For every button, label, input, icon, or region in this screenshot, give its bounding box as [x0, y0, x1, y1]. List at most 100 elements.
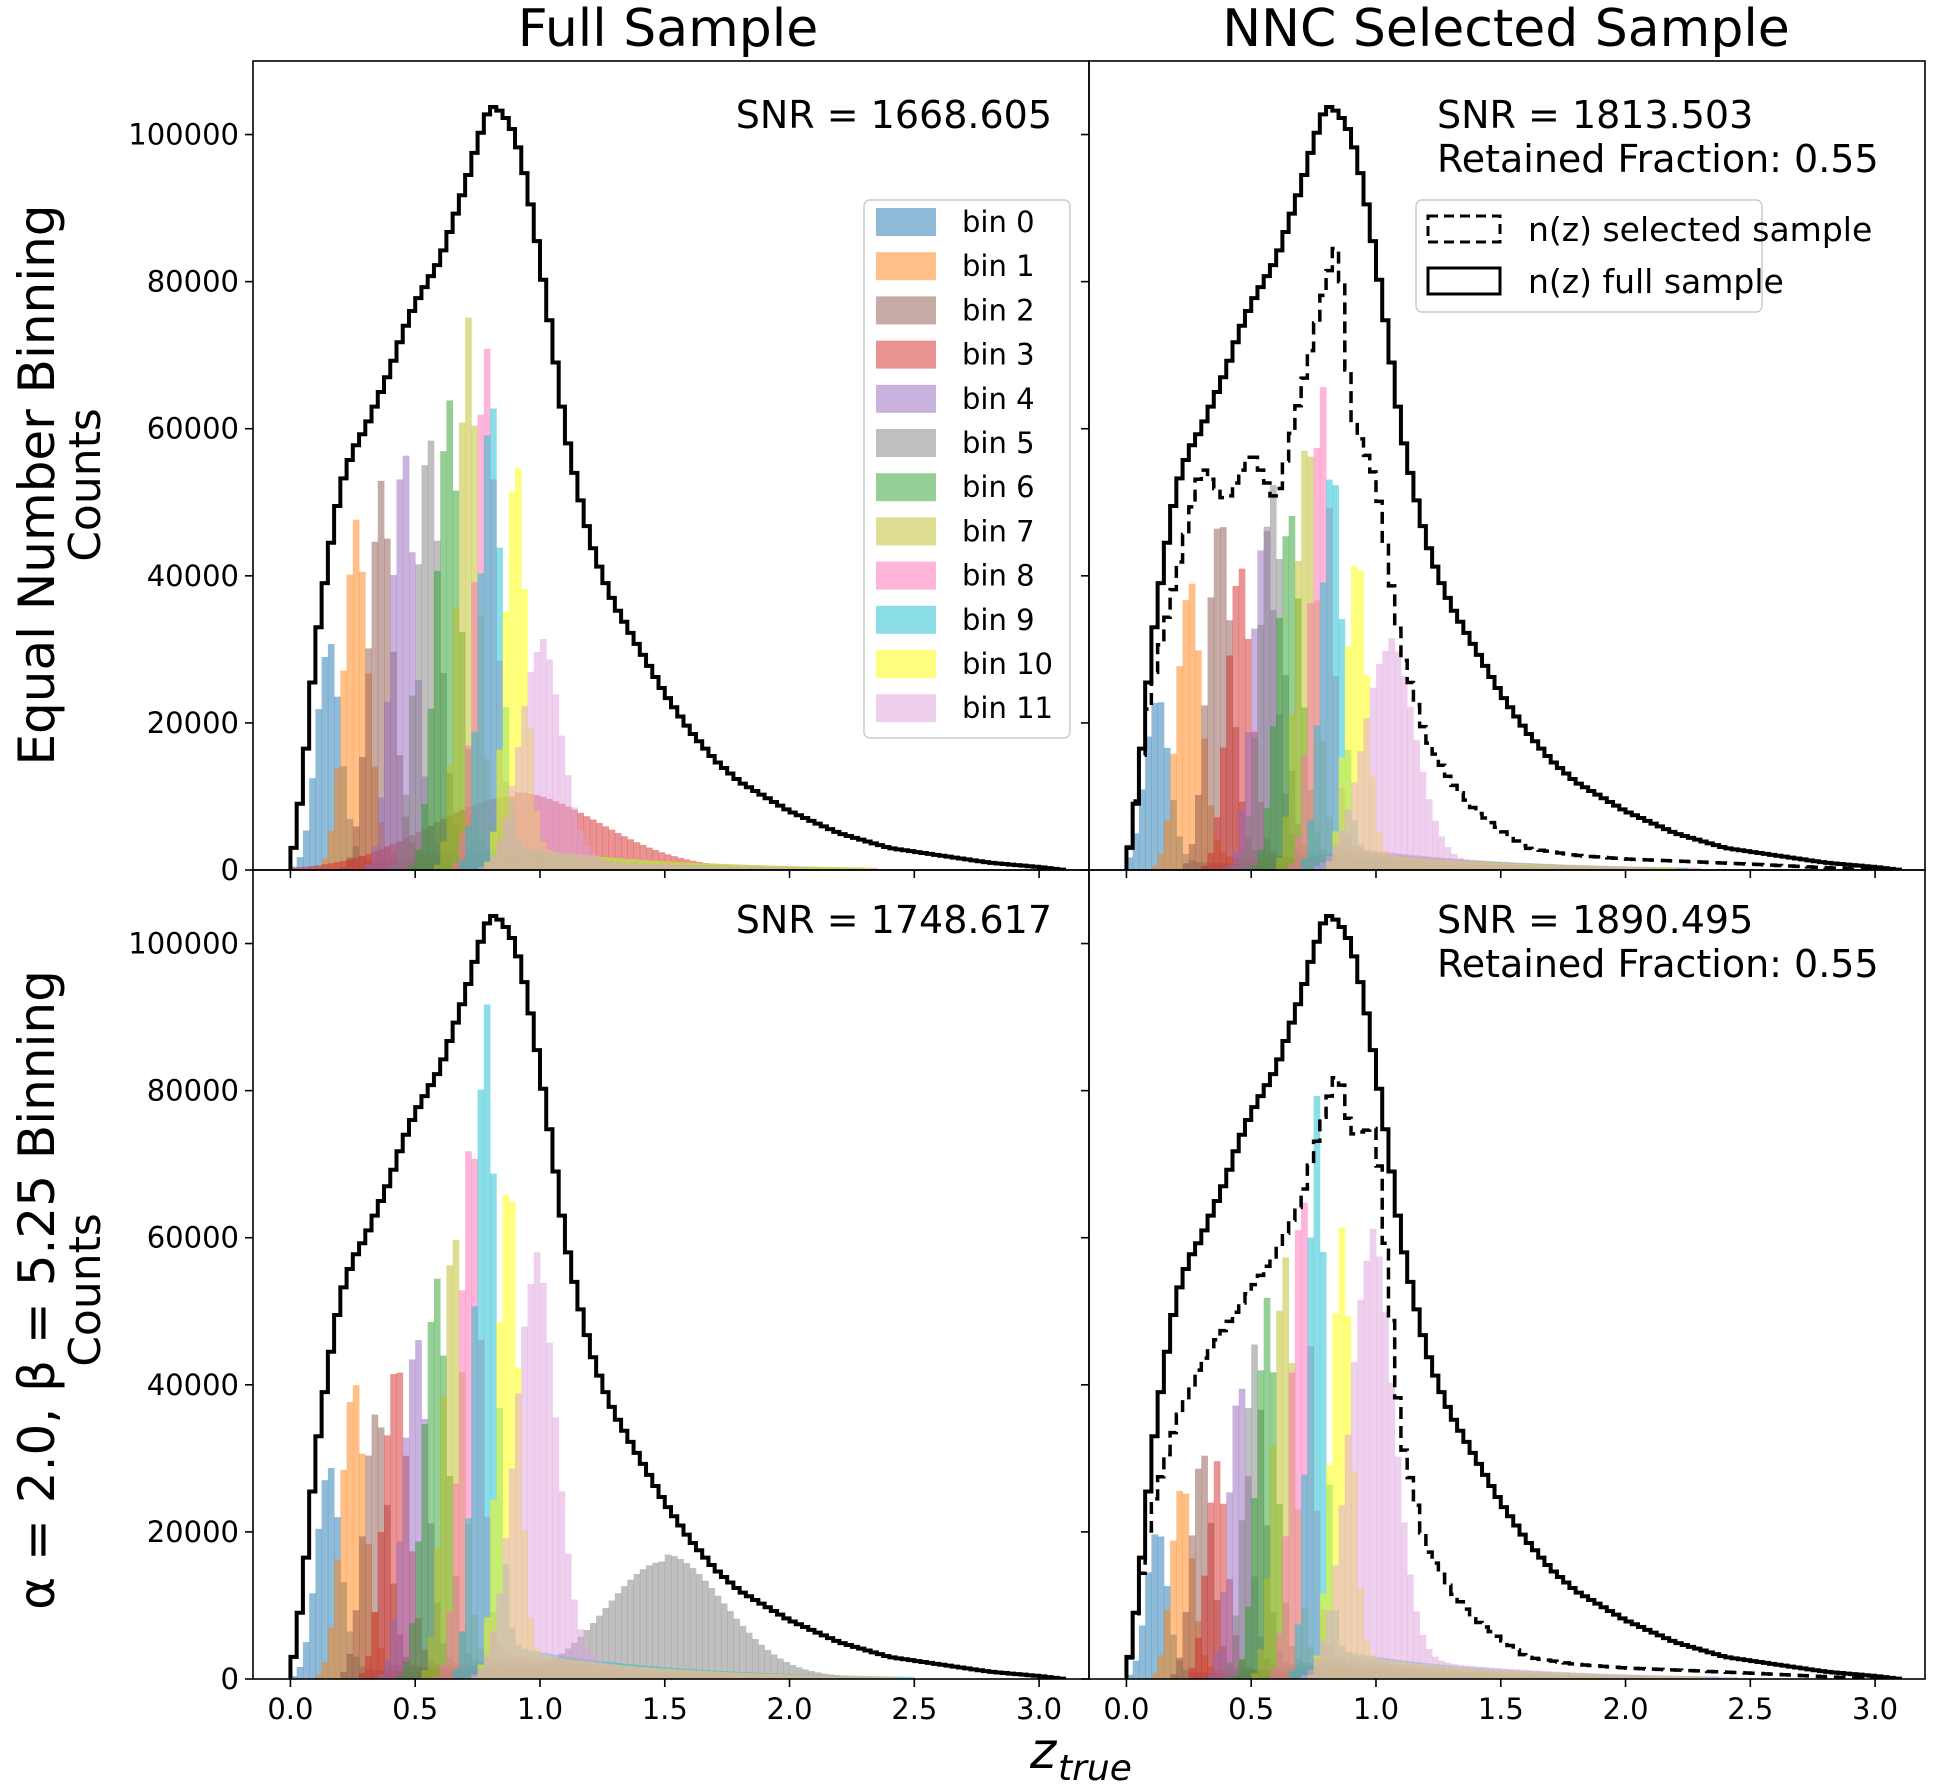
- bin-bar: [1319, 1593, 1327, 1679]
- legend-bin-label: bin 6: [962, 470, 1035, 504]
- legend-nz: n(z) selected sample n(z) full sample: [1415, 199, 1872, 313]
- bin-bar: [1513, 864, 1520, 870]
- bin-bar: [1613, 1674, 1620, 1679]
- y-tick-label: 20000: [147, 706, 239, 740]
- bin-bar: [502, 1194, 510, 1679]
- bin-bar: [346, 1402, 354, 1679]
- bin-bar: [789, 1664, 797, 1679]
- bin-bar: [1432, 1656, 1439, 1679]
- bin-bar: [752, 1638, 759, 1679]
- bin-bar: [465, 317, 472, 870]
- bin-bar: [795, 1674, 803, 1679]
- bin-bar: [1375, 664, 1383, 870]
- bin-bar: [1588, 1673, 1595, 1679]
- bin-bar: [646, 1667, 653, 1679]
- bin-bar: [577, 830, 585, 870]
- x-tick-label: 1.0: [517, 1692, 563, 1726]
- bin-bar: [1351, 1361, 1358, 1679]
- bin-bar: [371, 1611, 379, 1679]
- x-axis-label: z: [1029, 1722, 1058, 1780]
- bin-bar: [733, 1672, 741, 1679]
- bin-bar: [340, 1672, 347, 1679]
- bin-bar: [1257, 849, 1265, 870]
- bin-bar: [302, 866, 310, 870]
- bin-bar: [1276, 617, 1283, 870]
- bin-bar: [689, 865, 697, 870]
- bin-bar: [321, 864, 329, 870]
- bin-bar: [1244, 732, 1252, 870]
- legend-bin-swatch: [876, 340, 936, 369]
- bin-bar: [1163, 1609, 1171, 1679]
- bin-bar: [1413, 740, 1421, 870]
- bin-bar: [1257, 624, 1265, 870]
- bin-bar: [1438, 1660, 1446, 1679]
- bin-bar: [1488, 1667, 1495, 1679]
- bin-bar: [477, 573, 485, 870]
- bin-bar: [658, 1561, 666, 1679]
- bin-bar: [1550, 865, 1558, 870]
- nz-full-line: [1124, 913, 1903, 1679]
- bin-bar: [402, 1437, 410, 1679]
- bin-bar: [433, 1547, 441, 1679]
- bin-bar: [1301, 754, 1308, 870]
- bin-bar: [390, 1619, 397, 1679]
- bin-bar: [415, 1541, 422, 1679]
- bin-bar: [408, 1622, 416, 1679]
- bin-bar: [527, 671, 535, 870]
- bin-bar: [633, 1573, 641, 1679]
- panel-bottom-right: 0.0 0.5 1.0 1.5 2.0 2.5 3.0: [1081, 869, 1926, 1726]
- bin-bar: [1294, 561, 1302, 870]
- legend-bin-label: bin 5: [962, 426, 1035, 460]
- nz-full-line: [1124, 104, 1903, 870]
- legend-bin-label: bin 4: [962, 382, 1035, 416]
- bin-bar: [1638, 867, 1645, 870]
- legend-nz-full-swatch: [1426, 266, 1502, 296]
- bin-bar: [1294, 836, 1302, 870]
- bin-bar: [1182, 1493, 1190, 1679]
- bin-bar: [1213, 528, 1221, 870]
- bin-bar: [1282, 536, 1290, 870]
- bin-bar: [671, 864, 678, 870]
- bin-bar: [1263, 808, 1271, 870]
- bin-bar: [689, 1568, 697, 1679]
- bin-bar: [402, 794, 410, 870]
- bin-bar: [564, 1553, 572, 1679]
- bin-bar: [433, 1278, 441, 1679]
- bin-bar: [502, 817, 510, 870]
- bin-bar: [1251, 865, 1258, 870]
- bin-bar: [1687, 1675, 1695, 1679]
- plot-area: [1124, 913, 1903, 1679]
- legend-bins: bin 0 bin 1 bin 2 bin 3 bin 4 bin 5 bin 6 bin 7…: [863, 199, 1071, 739]
- bin-bar: [1531, 865, 1539, 870]
- bin-bar: [1413, 1611, 1421, 1679]
- bin-bar: [571, 807, 578, 870]
- bin-bar: [1575, 866, 1583, 870]
- bin-bar: [1507, 1668, 1514, 1679]
- bin-bar: [496, 749, 503, 870]
- bin-bar: [302, 1642, 310, 1679]
- bin-bar: [1232, 866, 1240, 870]
- bin-bar: [1357, 570, 1364, 870]
- bin-bar: [1338, 1505, 1346, 1679]
- bin-bar: [490, 408, 497, 870]
- bin-bar: [1263, 1297, 1271, 1679]
- bin-bar: [1288, 863, 1296, 870]
- bin-bar: [1600, 866, 1608, 870]
- bin-bar: [870, 1676, 878, 1679]
- bin-bar: [1388, 1382, 1396, 1679]
- bin-bar: [327, 1627, 335, 1679]
- bin-bar: [1226, 1661, 1233, 1679]
- bin-bar: [1232, 585, 1240, 870]
- axes-frame: [1088, 869, 1926, 1680]
- bin-bar: [1700, 1676, 1708, 1679]
- bin-bar: [1288, 714, 1296, 870]
- bin-bar: [770, 1654, 778, 1679]
- bin-bar: [1338, 830, 1346, 870]
- bin-bar: [1301, 1674, 1308, 1679]
- bin-bar: [1313, 1659, 1321, 1679]
- bin-bar: [315, 709, 323, 870]
- bin-bar: [452, 1669, 460, 1679]
- bin-bar: [1581, 866, 1589, 870]
- bin-bar: [421, 1669, 429, 1679]
